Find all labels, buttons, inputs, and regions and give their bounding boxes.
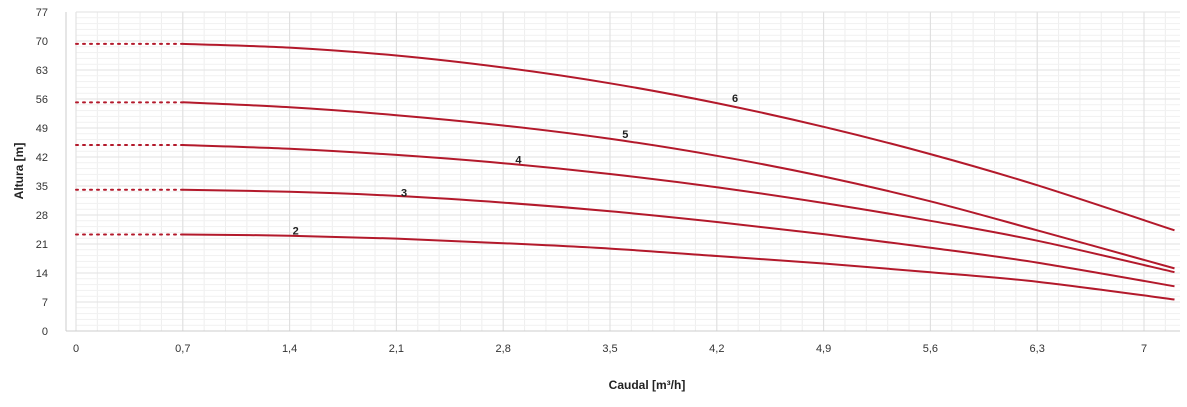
- x-tick-label: 4,2: [709, 343, 724, 355]
- y-tick-label: 28: [36, 210, 48, 222]
- y-tick-label: 35: [36, 181, 48, 193]
- series-line-6: [182, 42, 1175, 232]
- y-tick-label: 0: [42, 326, 48, 338]
- x-tick-label: 0: [73, 343, 79, 355]
- x-tick-label: 3,5: [602, 343, 617, 355]
- y-axis-title: Altura [m]: [12, 143, 26, 200]
- series-layer: [75, 42, 1175, 301]
- y-tick-label: 42: [36, 152, 48, 164]
- series-label-3: 3: [401, 188, 407, 200]
- y-tick-label: 21: [36, 239, 48, 251]
- x-tick-label: 7: [1141, 343, 1147, 355]
- grid-layer: [75, 11, 1180, 332]
- x-axis-title: Caudal [m³/h]: [609, 378, 686, 392]
- series-label-2: 2: [293, 226, 299, 238]
- y-tick-label: 14: [36, 268, 48, 280]
- y-tick-label: 63: [36, 65, 48, 77]
- y-tick-label: 70: [36, 36, 48, 48]
- series-label-6: 6: [732, 93, 738, 105]
- x-tick-label: 2,1: [389, 343, 404, 355]
- y-tick-label: 49: [36, 123, 48, 135]
- y-tick-label: 56: [36, 94, 48, 106]
- y-tick-label: 77: [36, 7, 48, 19]
- x-tick-label: 6,3: [1030, 343, 1045, 355]
- series-label-5: 5: [622, 129, 628, 141]
- series-line-2: [182, 233, 1175, 301]
- labels-layer: 2 3 4 5 6: [293, 93, 739, 238]
- x-tick-label: 0,7: [175, 343, 190, 355]
- series-label-4: 4: [515, 154, 522, 166]
- x-tick-label: 1,4: [282, 343, 297, 355]
- x-tick-label: 5,6: [923, 343, 938, 355]
- y-tick-label: 7: [42, 297, 48, 309]
- series-line-5: [182, 101, 1175, 270]
- x-tick-label: 4,9: [816, 343, 831, 355]
- series-line-3: [182, 188, 1175, 288]
- x-tick-label: 2,8: [496, 343, 511, 355]
- series-line-4: [182, 144, 1175, 274]
